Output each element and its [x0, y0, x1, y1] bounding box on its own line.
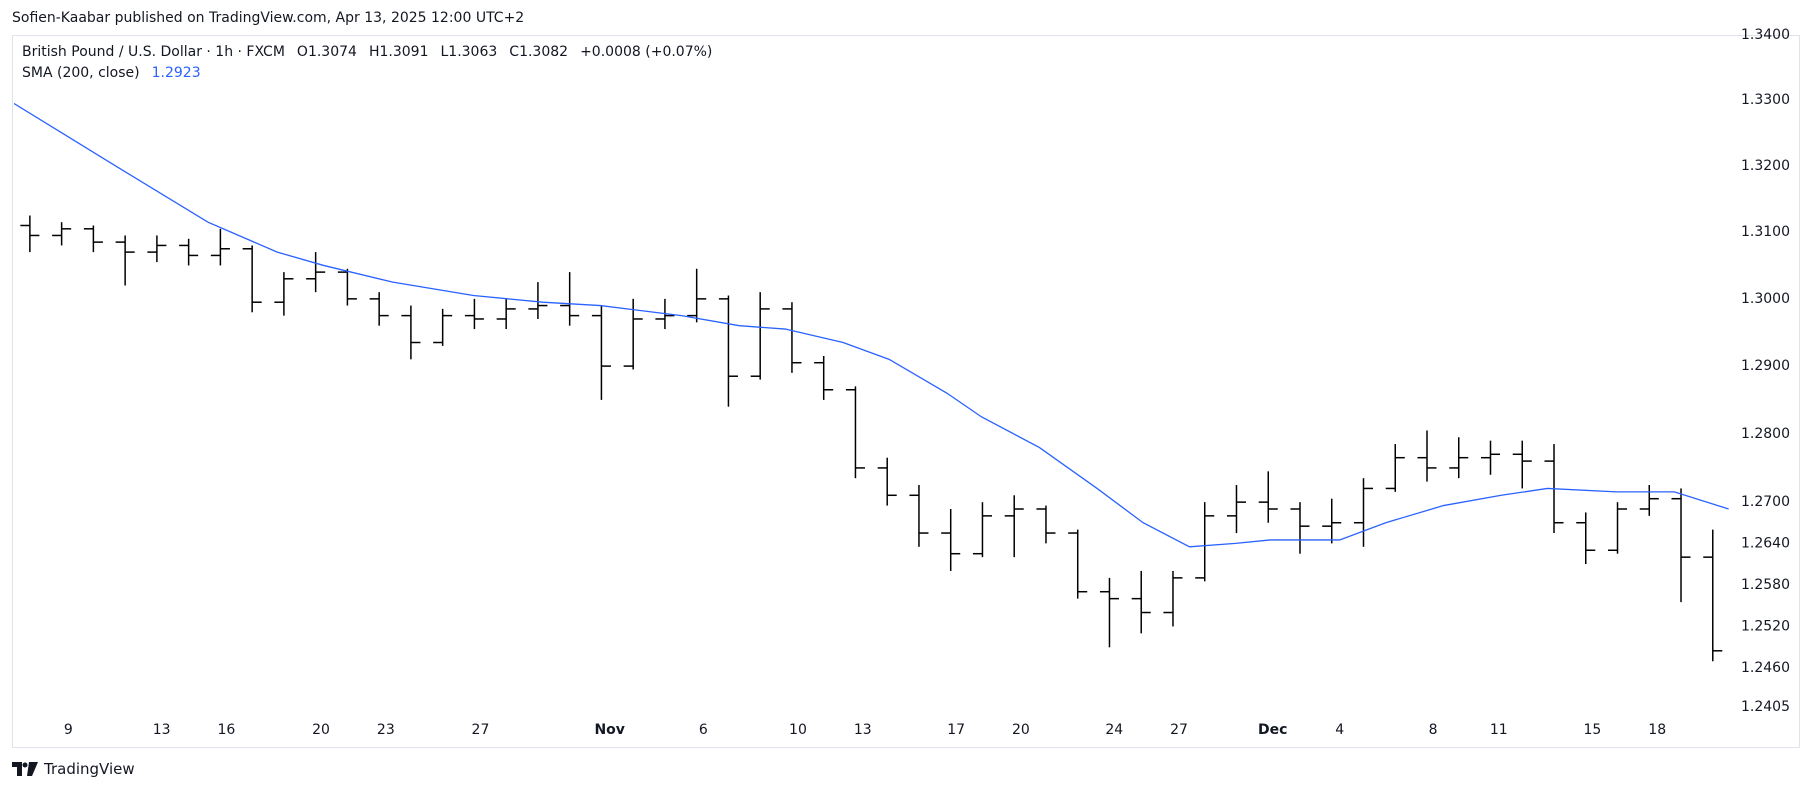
y-tick-label: 1.2700 — [1741, 494, 1790, 510]
x-tick-label: 17 — [947, 722, 965, 738]
ohlc-label: C — [509, 44, 520, 60]
y-tick-label: 1.2405 — [1741, 699, 1790, 715]
x-tick-label: 13 — [854, 722, 872, 738]
y-tick-label: 1.3300 — [1741, 92, 1790, 108]
x-tick-label: Dec — [1258, 722, 1287, 738]
y-tick-label: 1.2800 — [1741, 426, 1790, 442]
y-tick-label: 1.2580 — [1741, 577, 1790, 593]
y-tick-label: 1.3100 — [1741, 224, 1790, 240]
x-tick-label: 18 — [1648, 722, 1666, 738]
x-tick-label: 13 — [153, 722, 171, 738]
plot — [14, 102, 1729, 662]
x-tick-label: 8 — [1429, 722, 1438, 738]
ohlc-value: 1.3074 — [307, 44, 357, 60]
ohlc-label: H — [368, 44, 380, 60]
y-tick-label: 1.2640 — [1741, 535, 1790, 551]
x-tick-label: 20 — [312, 722, 330, 738]
x-tick-label: 15 — [1584, 722, 1602, 738]
x-tick-label: 10 — [789, 722, 807, 738]
brand: TradingView — [44, 760, 135, 778]
x-tick-label: 16 — [218, 722, 236, 738]
indicator-name: SMA (200, close) — [22, 65, 140, 81]
ohlc-value: 1.3091 — [379, 44, 429, 60]
y-tick-label: 1.3200 — [1741, 158, 1790, 174]
x-tick-label: 20 — [1012, 722, 1030, 738]
x-tick-label: Nov — [594, 722, 624, 738]
x-tick-label: 23 — [377, 722, 395, 738]
change: +0.0008 (+0.07%) — [580, 44, 713, 60]
x-tick-label: 27 — [1170, 722, 1188, 738]
y-tick-label: 1.3400 — [1741, 27, 1790, 43]
x-tick-label: 9 — [64, 722, 73, 738]
x-tick-label: 6 — [699, 722, 708, 738]
indicator-legend: SMA (200, close) 1.2923 — [22, 65, 205, 81]
x-tick-label: 27 — [472, 722, 490, 738]
sma-line — [14, 102, 1729, 548]
chart-frame — [12, 35, 1800, 748]
x-tick-label: 24 — [1105, 722, 1123, 738]
ohlc-label: L — [440, 44, 449, 60]
y-tick-label: 1.2520 — [1741, 618, 1790, 634]
x-tick-label: 4 — [1335, 722, 1344, 738]
symbol: British Pound / U.S. Dollar · 1h · FXCM — [22, 44, 285, 60]
ohlc-label: O — [296, 44, 308, 60]
ohlc-value: 1.3082 — [519, 44, 569, 60]
y-tick-label: 1.3000 — [1741, 291, 1790, 307]
y-tick-label: 1.2460 — [1741, 660, 1790, 676]
x-tick-label: 11 — [1490, 722, 1508, 738]
ohlc-value: 1.3063 — [448, 44, 498, 60]
footer: TradingView — [12, 760, 135, 778]
symbol-legend: British Pound / U.S. Dollar · 1h · FXCM O… — [22, 44, 716, 60]
brand-logo — [12, 762, 38, 776]
y-tick-label: 1.2900 — [1741, 358, 1790, 374]
attribution: Sofien-Kaabar published on TradingView.c… — [12, 10, 525, 26]
indicator-value: 1.2923 — [151, 65, 201, 81]
